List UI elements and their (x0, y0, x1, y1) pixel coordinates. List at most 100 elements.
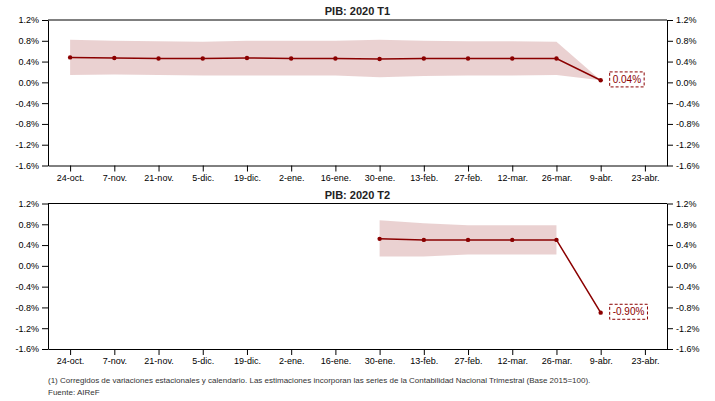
tick-label: 13-feb. (410, 173, 438, 183)
tick: 0.8% (18, 220, 48, 230)
chart-title: PIB: 2020 T2 (325, 189, 390, 201)
tick-mark (667, 62, 673, 63)
point (377, 237, 381, 241)
tick-mark (667, 245, 673, 246)
tick-mark (512, 349, 513, 355)
tick-label: 27-feb. (455, 173, 483, 183)
axis-line (667, 204, 668, 350)
chart-title: PIB: 2020 T1 (325, 5, 390, 17)
tick-label: 5-dic. (192, 173, 214, 183)
axis-line (49, 166, 668, 167)
tick: -1.2% (667, 140, 700, 150)
tick-mark (42, 328, 48, 329)
y-axis-right: -1.6%-1.2%-0.8%-0.4%0.0%0.4%0.8%1.2% (667, 199, 700, 355)
tick-label: 27-feb. (455, 356, 483, 366)
tick-mark (645, 166, 646, 172)
tick-mark (667, 224, 673, 225)
point (68, 55, 72, 59)
tick-mark (42, 166, 48, 167)
tick-label: 1.2% (676, 199, 697, 209)
tick-mark (335, 166, 336, 172)
tick-label: 16-ene. (321, 173, 352, 183)
tick-mark (247, 349, 248, 355)
tick: -1.6% (667, 161, 700, 171)
tick: 0.0% (18, 78, 48, 88)
tick-label: 12-mar. (497, 356, 528, 366)
x-axis: 24-oct.7-nov.21-nov.5-dic.19-dic.2-ene.1… (49, 349, 668, 366)
tick-mark (42, 145, 48, 146)
tick: 0.8% (18, 36, 48, 46)
plot-area (377, 220, 602, 315)
tick-mark (203, 166, 204, 172)
annotation: -0.90% (610, 304, 648, 319)
point (510, 238, 514, 242)
tick-label: 12-mar. (497, 173, 528, 183)
tick: -0.8% (15, 119, 48, 129)
tick-mark (667, 41, 673, 42)
tick-mark (42, 307, 48, 308)
tick-label: 0.0% (676, 78, 697, 88)
tick-label: 26-mar. (542, 173, 573, 183)
tick: 12-mar. (497, 349, 528, 366)
tick-label: 2-ene. (279, 173, 305, 183)
tick-mark (667, 166, 673, 167)
tick-label: 0.4% (676, 240, 697, 250)
tick-mark (42, 287, 48, 288)
tick-label: 16-ene. (321, 356, 352, 366)
tick: 16-ene. (321, 349, 352, 366)
y-axis-right: -1.6%-1.2%-0.8%-0.4%0.0%0.4%0.8%1.2% (667, 15, 700, 171)
tick-label: 1.2% (676, 15, 697, 25)
point (598, 310, 602, 314)
tick-label: -0.4% (15, 99, 39, 109)
point (466, 56, 470, 60)
tick-mark (667, 82, 673, 83)
tick-label: 0.8% (18, 220, 39, 230)
tick-label: -1.2% (15, 140, 39, 150)
line (380, 239, 601, 313)
axis-line (667, 21, 668, 167)
tick: 24-oct. (57, 166, 85, 183)
tick-label: 7-nov. (103, 173, 127, 183)
point (510, 56, 514, 60)
annotation-text: 0.04% (613, 74, 641, 85)
tick-mark (42, 103, 48, 104)
tick: 1.2% (18, 199, 48, 209)
tick: 9-abr. (590, 349, 613, 366)
point (201, 56, 205, 60)
tick-mark (42, 266, 48, 267)
tick-label: 1.2% (18, 199, 39, 209)
tick-mark (512, 166, 513, 172)
tick: -0.8% (15, 303, 48, 313)
tick-mark (42, 224, 48, 225)
point (422, 56, 426, 60)
tick: 9-abr. (590, 166, 613, 183)
tick: -0.8% (667, 303, 700, 313)
tick-mark (42, 204, 48, 205)
tick: 26-mar. (542, 166, 573, 183)
tick-mark (42, 62, 48, 63)
annotation-text: -0.90% (613, 306, 645, 317)
tick: -0.8% (667, 119, 700, 129)
point (422, 238, 426, 242)
tick-mark (667, 145, 673, 146)
tick: 0.4% (18, 57, 48, 67)
tick-label: 0.8% (676, 220, 697, 230)
tick-label: -0.4% (676, 99, 700, 109)
tick-label: 0.0% (18, 78, 39, 88)
y-axis-left: -1.6%-1.2%-0.8%-0.4%0.0%0.4%0.8%1.2% (15, 199, 48, 355)
tick: 1.2% (18, 15, 48, 25)
tick-mark (114, 349, 115, 355)
panel: PIB: 2020 T1 -1.6% -1.2% -0.8% -0.4% 0.0% 0.4%… (15, 5, 699, 183)
frame (48, 203, 667, 204)
tick-label: -1.2% (676, 324, 700, 334)
tick-label: 7-nov. (103, 356, 127, 366)
tick-mark (42, 349, 48, 350)
tick: 2-ene. (279, 166, 305, 183)
tick-mark (42, 20, 48, 21)
tick-mark (335, 349, 336, 355)
tick: -1.2% (15, 140, 48, 150)
tick-mark (424, 349, 425, 355)
tick-label: -0.8% (676, 119, 700, 129)
tick-label: 26-mar. (542, 356, 573, 366)
tick-label: 24-oct. (57, 356, 85, 366)
